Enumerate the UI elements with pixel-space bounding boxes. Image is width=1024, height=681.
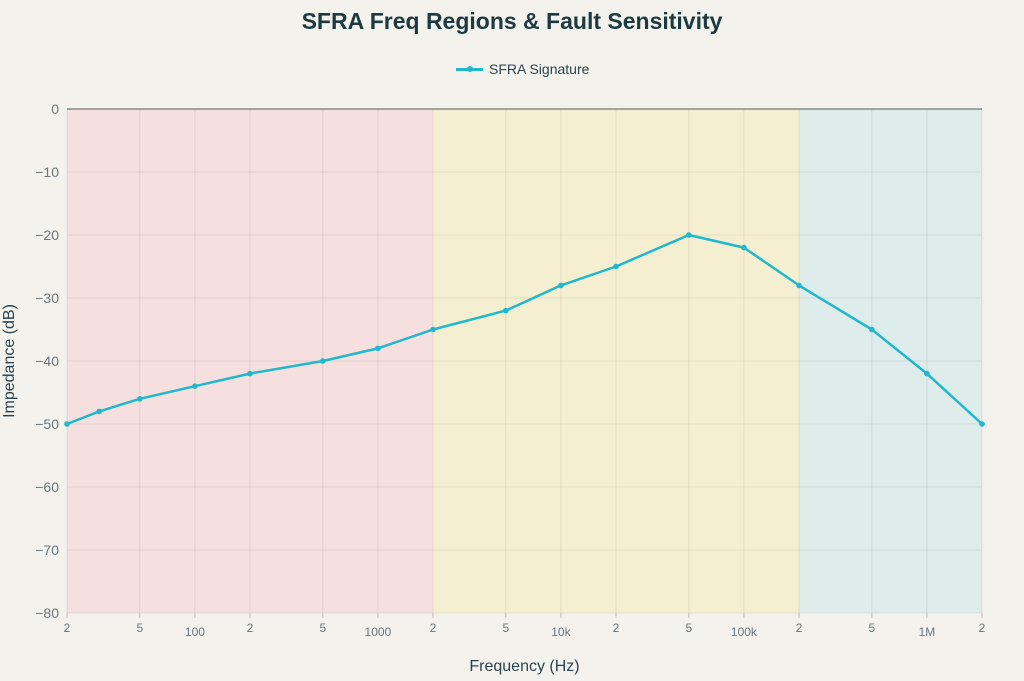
x-axis-title: Frequency (Hz): [469, 658, 579, 675]
data-point: [613, 263, 619, 270]
data-point: [979, 421, 985, 427]
y-tick-label: −10: [35, 164, 59, 180]
y-tick-label: −20: [35, 227, 59, 243]
data-point: [430, 326, 436, 333]
region-band-2: [799, 109, 982, 613]
x-tick-label: 2: [64, 621, 71, 635]
chart-title: SFRA Freq Regions & Fault Sensitivity: [301, 8, 723, 34]
x-tick-label: 2: [247, 621, 254, 635]
x-tick-label: 100k: [731, 625, 758, 639]
x-tick-label: 5: [502, 621, 509, 635]
data-point: [192, 383, 198, 390]
x-tick-label: 1000: [365, 625, 392, 639]
data-point: [375, 345, 381, 352]
x-tick-label: 10k: [551, 625, 571, 639]
data-point: [96, 408, 103, 415]
data-point: [320, 358, 326, 364]
data-point: [558, 282, 564, 289]
y-tick-label: −60: [35, 479, 59, 495]
y-tick-label: −80: [35, 605, 59, 621]
data-point: [64, 421, 70, 427]
x-tick-label: 2: [613, 621, 620, 635]
region-band-1: [433, 109, 799, 613]
legend[interactable]: SFRA Signature: [456, 61, 589, 77]
data-point: [503, 307, 509, 314]
x-tick-label: 2: [979, 621, 986, 635]
x-tick-label: 2: [796, 621, 803, 635]
data-point: [137, 396, 143, 402]
data-point: [869, 326, 875, 333]
data-point: [741, 244, 747, 251]
legend-label: SFRA Signature: [489, 61, 590, 77]
x-tick-label: 1M: [919, 625, 936, 639]
x-tick-label: 2: [430, 621, 437, 635]
x-tick-label: 5: [868, 621, 875, 635]
data-point: [796, 282, 802, 289]
y-tick-label: −70: [35, 542, 59, 558]
y-tick-label: 0: [51, 101, 59, 117]
y-tick-label: −50: [35, 416, 59, 432]
data-point: [247, 370, 253, 377]
y-axis-title: Impedance (dB): [1, 304, 18, 418]
x-tick-label: 5: [319, 621, 326, 635]
x-tick-label: 5: [685, 621, 692, 635]
x-tick-label: 100: [185, 625, 205, 639]
y-tick-label: −40: [35, 353, 59, 369]
data-point: [924, 370, 930, 377]
x-tick-label: 5: [136, 621, 143, 635]
region-band-0: [67, 109, 433, 613]
data-point: [686, 232, 692, 238]
legend-swatch: [456, 65, 483, 72]
y-tick-label: −30: [35, 290, 59, 306]
